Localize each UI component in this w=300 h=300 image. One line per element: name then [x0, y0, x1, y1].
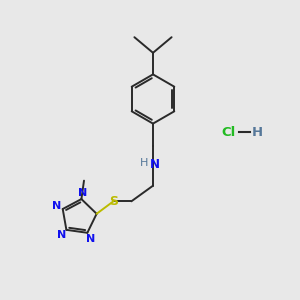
Text: N: N	[78, 188, 87, 197]
Text: H: H	[140, 158, 148, 169]
Text: N: N	[149, 158, 160, 171]
Text: H: H	[251, 125, 263, 139]
Text: N: N	[86, 234, 95, 244]
Text: S: S	[109, 195, 118, 208]
Text: N: N	[52, 201, 62, 211]
Text: Cl: Cl	[221, 125, 235, 139]
Text: N: N	[57, 230, 66, 240]
